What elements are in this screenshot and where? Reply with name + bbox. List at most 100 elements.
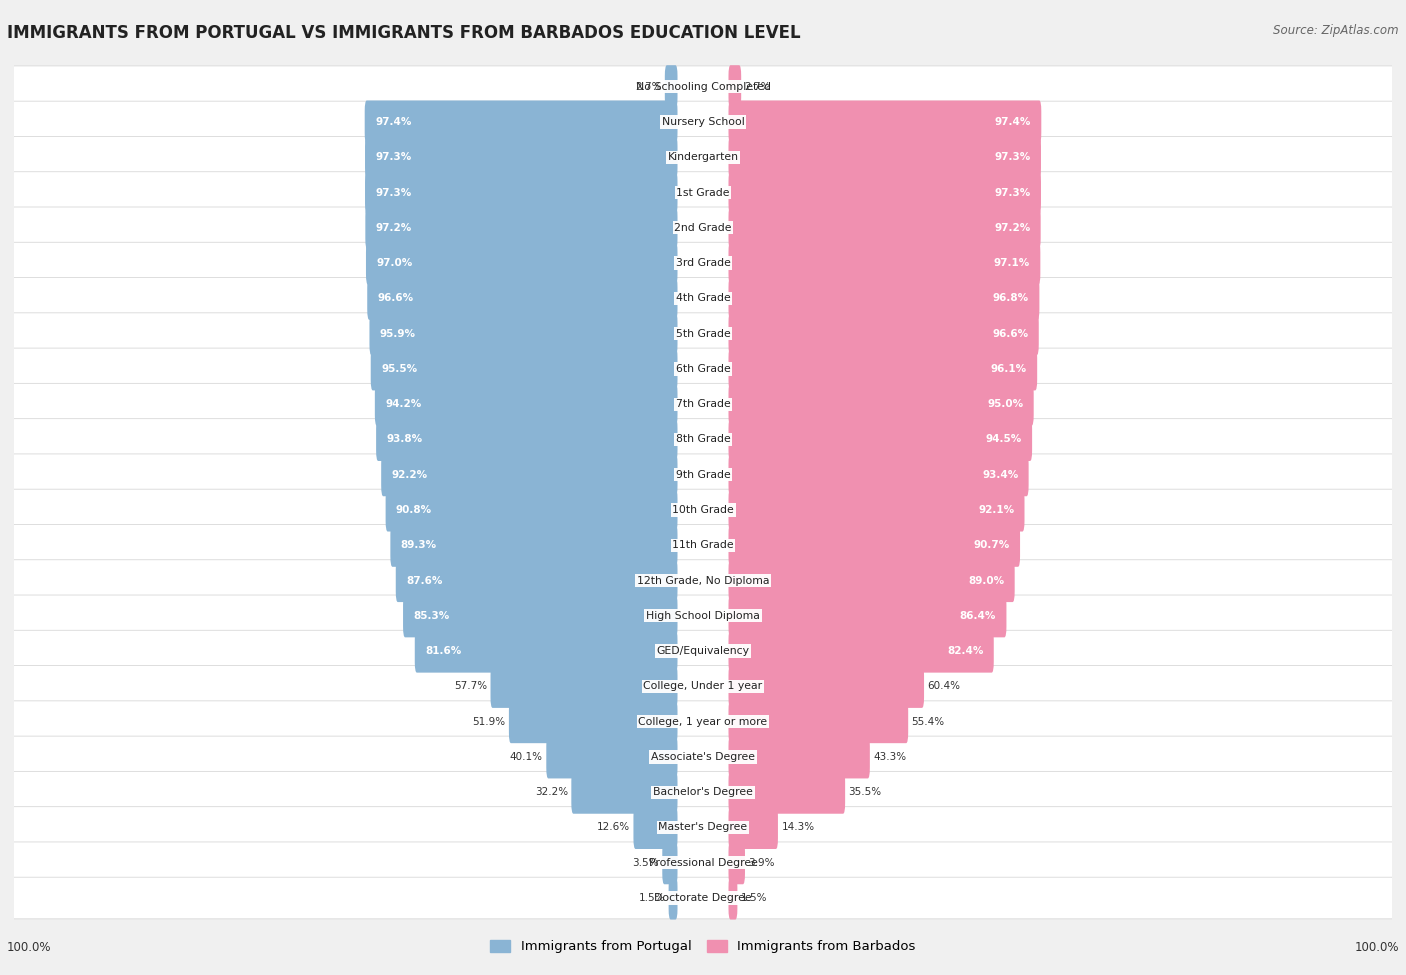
- Text: 96.8%: 96.8%: [993, 293, 1029, 303]
- Text: 55.4%: 55.4%: [911, 717, 945, 726]
- Text: 3.5%: 3.5%: [633, 858, 659, 868]
- FancyBboxPatch shape: [728, 207, 1040, 250]
- Text: 1.5%: 1.5%: [741, 893, 768, 903]
- Text: 97.3%: 97.3%: [375, 152, 412, 162]
- FancyBboxPatch shape: [367, 277, 678, 320]
- Text: 35.5%: 35.5%: [849, 787, 882, 798]
- FancyBboxPatch shape: [728, 242, 1040, 285]
- Text: 43.3%: 43.3%: [873, 752, 907, 761]
- FancyBboxPatch shape: [395, 559, 678, 603]
- Text: 89.0%: 89.0%: [969, 575, 1004, 586]
- FancyBboxPatch shape: [377, 418, 678, 461]
- FancyBboxPatch shape: [13, 736, 1393, 778]
- FancyBboxPatch shape: [13, 630, 1393, 672]
- Text: 92.2%: 92.2%: [391, 470, 427, 480]
- FancyBboxPatch shape: [366, 136, 678, 178]
- FancyBboxPatch shape: [364, 100, 678, 143]
- FancyBboxPatch shape: [665, 65, 678, 108]
- Text: College, 1 year or more: College, 1 year or more: [638, 717, 768, 726]
- FancyBboxPatch shape: [728, 735, 870, 778]
- Text: 8th Grade: 8th Grade: [676, 435, 730, 445]
- Text: 51.9%: 51.9%: [472, 717, 505, 726]
- Text: No Schooling Completed: No Schooling Completed: [636, 82, 770, 92]
- Text: 7th Grade: 7th Grade: [676, 399, 730, 410]
- FancyBboxPatch shape: [634, 806, 678, 849]
- FancyBboxPatch shape: [728, 700, 908, 743]
- Text: Bachelor's Degree: Bachelor's Degree: [652, 787, 754, 798]
- Text: 11th Grade: 11th Grade: [672, 540, 734, 550]
- FancyBboxPatch shape: [13, 313, 1393, 355]
- Text: 93.4%: 93.4%: [981, 470, 1018, 480]
- FancyBboxPatch shape: [13, 842, 1393, 883]
- Text: 81.6%: 81.6%: [425, 646, 461, 656]
- FancyBboxPatch shape: [728, 171, 1040, 214]
- Text: 90.8%: 90.8%: [396, 505, 432, 515]
- FancyBboxPatch shape: [13, 525, 1393, 566]
- Text: 57.7%: 57.7%: [454, 682, 486, 691]
- Text: 100.0%: 100.0%: [1354, 941, 1399, 954]
- Text: 40.1%: 40.1%: [510, 752, 543, 761]
- Text: 86.4%: 86.4%: [960, 610, 995, 621]
- Text: 3.9%: 3.9%: [748, 858, 775, 868]
- Text: College, Under 1 year: College, Under 1 year: [644, 682, 762, 691]
- Text: 9th Grade: 9th Grade: [676, 470, 730, 480]
- FancyBboxPatch shape: [366, 171, 678, 214]
- FancyBboxPatch shape: [404, 595, 678, 638]
- FancyBboxPatch shape: [728, 100, 1042, 143]
- FancyBboxPatch shape: [509, 700, 678, 743]
- Text: 97.4%: 97.4%: [994, 117, 1031, 127]
- FancyBboxPatch shape: [728, 806, 778, 849]
- FancyBboxPatch shape: [728, 65, 741, 108]
- Text: Master's Degree: Master's Degree: [658, 823, 748, 833]
- FancyBboxPatch shape: [13, 595, 1393, 637]
- Legend: Immigrants from Portugal, Immigrants from Barbados: Immigrants from Portugal, Immigrants fro…: [485, 935, 921, 958]
- Text: 95.9%: 95.9%: [380, 329, 416, 338]
- FancyBboxPatch shape: [728, 488, 1025, 531]
- Text: 2nd Grade: 2nd Grade: [675, 223, 731, 233]
- Text: Source: ZipAtlas.com: Source: ZipAtlas.com: [1274, 24, 1399, 37]
- Text: 90.7%: 90.7%: [973, 540, 1010, 550]
- Text: Nursery School: Nursery School: [662, 117, 744, 127]
- FancyBboxPatch shape: [381, 453, 678, 496]
- FancyBboxPatch shape: [728, 770, 845, 814]
- Text: 97.0%: 97.0%: [377, 258, 412, 268]
- Text: 97.1%: 97.1%: [994, 258, 1031, 268]
- FancyBboxPatch shape: [13, 242, 1393, 284]
- FancyBboxPatch shape: [366, 207, 678, 250]
- FancyBboxPatch shape: [728, 559, 1015, 603]
- FancyBboxPatch shape: [728, 630, 994, 673]
- FancyBboxPatch shape: [662, 841, 678, 884]
- Text: 6th Grade: 6th Grade: [676, 364, 730, 374]
- FancyBboxPatch shape: [385, 488, 678, 531]
- FancyBboxPatch shape: [13, 771, 1393, 813]
- Text: IMMIGRANTS FROM PORTUGAL VS IMMIGRANTS FROM BARBADOS EDUCATION LEVEL: IMMIGRANTS FROM PORTUGAL VS IMMIGRANTS F…: [7, 24, 800, 42]
- Text: 2.7%: 2.7%: [636, 82, 661, 92]
- FancyBboxPatch shape: [13, 560, 1393, 602]
- FancyBboxPatch shape: [13, 878, 1393, 918]
- FancyBboxPatch shape: [13, 454, 1393, 495]
- Text: 89.3%: 89.3%: [401, 540, 437, 550]
- Text: 60.4%: 60.4%: [928, 682, 960, 691]
- Text: 97.4%: 97.4%: [375, 117, 412, 127]
- FancyBboxPatch shape: [728, 347, 1038, 390]
- FancyBboxPatch shape: [728, 841, 745, 884]
- Text: 96.6%: 96.6%: [993, 329, 1028, 338]
- FancyBboxPatch shape: [547, 735, 678, 778]
- FancyBboxPatch shape: [728, 524, 1021, 566]
- Text: 1.5%: 1.5%: [638, 893, 665, 903]
- Text: 97.2%: 97.2%: [375, 223, 412, 233]
- Text: 100.0%: 100.0%: [7, 941, 52, 954]
- Text: 10th Grade: 10th Grade: [672, 505, 734, 515]
- Text: 2.7%: 2.7%: [745, 82, 770, 92]
- Text: 97.2%: 97.2%: [994, 223, 1031, 233]
- FancyBboxPatch shape: [669, 877, 678, 919]
- Text: 94.2%: 94.2%: [385, 399, 422, 410]
- Text: Associate's Degree: Associate's Degree: [651, 752, 755, 761]
- FancyBboxPatch shape: [13, 348, 1393, 390]
- FancyBboxPatch shape: [728, 136, 1040, 178]
- FancyBboxPatch shape: [13, 66, 1393, 107]
- FancyBboxPatch shape: [375, 382, 678, 426]
- FancyBboxPatch shape: [13, 101, 1393, 142]
- FancyBboxPatch shape: [13, 136, 1393, 178]
- FancyBboxPatch shape: [391, 524, 678, 566]
